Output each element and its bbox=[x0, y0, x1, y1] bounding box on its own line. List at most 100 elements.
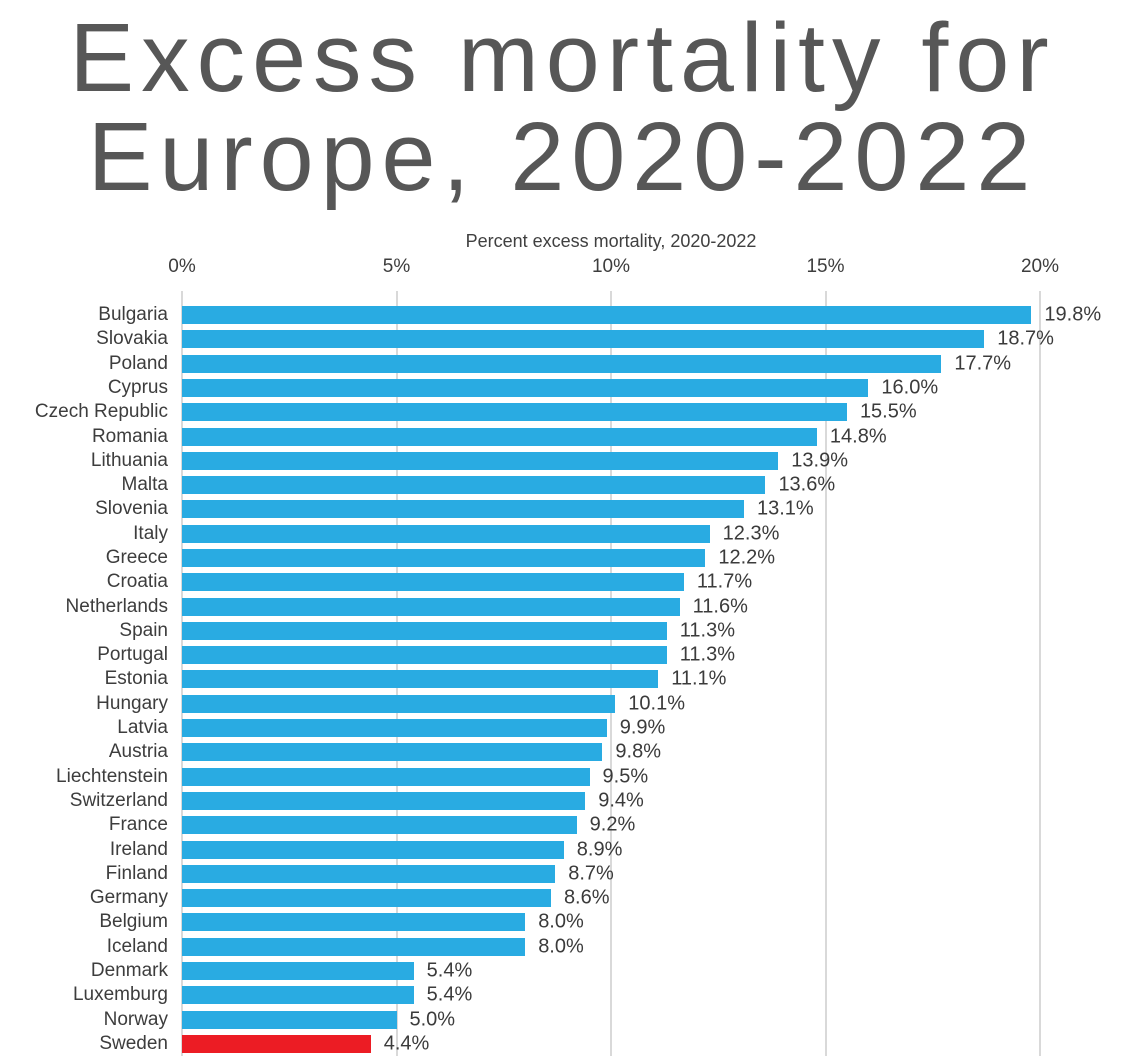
bar bbox=[182, 840, 564, 859]
bar-row: Poland 17.7% bbox=[0, 352, 1125, 376]
category-label: Germany bbox=[89, 887, 168, 909]
category-label: Lithuania bbox=[90, 449, 168, 471]
value-label: 11.1% bbox=[671, 667, 727, 690]
gridline-15% bbox=[824, 291, 827, 1056]
bar bbox=[182, 986, 414, 1005]
value-label: 11.3% bbox=[679, 643, 735, 666]
category-label: Cyprus bbox=[107, 377, 168, 398]
value-label: 11.7% bbox=[696, 570, 753, 593]
bar bbox=[182, 864, 556, 883]
bar bbox=[182, 889, 551, 908]
value-label: 9.4% bbox=[598, 789, 644, 812]
bar-row: Croatia 11.7% bbox=[0, 570, 1125, 594]
bar-row: Sweden 4.4% bbox=[0, 1032, 1125, 1056]
category-label: Hungary bbox=[96, 692, 168, 714]
bar-row: Malta 13.6% bbox=[0, 473, 1125, 497]
category-label: Latvia bbox=[117, 717, 168, 739]
bar-row: Ireland 8.9% bbox=[0, 837, 1125, 861]
bar-row: Denmark 5.4% bbox=[0, 959, 1125, 983]
value-label: 8.9% bbox=[576, 838, 623, 861]
value-label: 8.6% bbox=[563, 886, 610, 909]
value-label: 19.8% bbox=[1044, 303, 1102, 326]
category-label: Spain bbox=[119, 619, 168, 641]
bar-row: Germany 8.6% bbox=[0, 886, 1125, 910]
category-label: Sweden bbox=[99, 1032, 168, 1054]
bar-row: Estonia 11.1% bbox=[0, 667, 1125, 691]
bar-row: Luxemburg 5.4% bbox=[0, 983, 1125, 1007]
bar bbox=[182, 549, 706, 568]
value-label: 14.8% bbox=[829, 425, 887, 448]
category-label: Czech Republic bbox=[34, 401, 168, 423]
x-tick-label: 0% bbox=[168, 256, 196, 277]
bar-row: Portugal 11.3% bbox=[0, 643, 1125, 667]
value-label: 9.9% bbox=[619, 716, 666, 739]
category-label: Denmark bbox=[90, 959, 168, 981]
category-label: Iceland bbox=[106, 935, 168, 957]
bar-row: Greece 12.2% bbox=[0, 546, 1125, 570]
value-label: 5.0% bbox=[409, 1008, 456, 1031]
bar-row: Hungary 10.1% bbox=[0, 692, 1125, 716]
value-label: 5.4% bbox=[426, 959, 473, 982]
bar-row: Switzerland 9.4% bbox=[0, 789, 1125, 813]
bar-row: Czech Republic 15.5% bbox=[0, 400, 1125, 424]
x-tick-label: 5% bbox=[382, 256, 411, 277]
bar bbox=[182, 816, 577, 835]
bar bbox=[182, 1010, 397, 1029]
bar bbox=[182, 767, 590, 786]
bar-row: France 9.2% bbox=[0, 813, 1125, 837]
bar-row: Bulgaria 19.8% bbox=[0, 303, 1125, 327]
category-label: Estonia bbox=[104, 668, 168, 690]
value-label: 11.6% bbox=[692, 595, 748, 618]
category-label: Ireland bbox=[109, 838, 168, 860]
category-label: Romania bbox=[91, 425, 168, 447]
bar-row: Finland 8.7% bbox=[0, 862, 1125, 886]
bar-row: Spain 11.3% bbox=[0, 619, 1125, 643]
bar bbox=[182, 646, 667, 665]
category-label: Liechtenstein bbox=[56, 765, 168, 787]
bar bbox=[182, 621, 667, 640]
value-label: 8.7% bbox=[568, 862, 614, 885]
bar bbox=[182, 403, 847, 422]
bar bbox=[182, 427, 817, 446]
category-label: Croatia bbox=[106, 571, 168, 593]
category-label: Austria bbox=[108, 741, 168, 763]
bar bbox=[182, 791, 586, 810]
category-label: Norway bbox=[103, 1008, 168, 1030]
x-tick-label: 15% bbox=[806, 256, 845, 277]
value-label: 12.3% bbox=[722, 522, 780, 545]
bar-row: Cyprus 16.0% bbox=[0, 376, 1125, 400]
category-label: Slovenia bbox=[95, 498, 168, 520]
value-label: 15.5% bbox=[859, 400, 917, 423]
value-label: 9.8% bbox=[615, 740, 661, 763]
category-label: Slovakia bbox=[96, 328, 168, 350]
category-label: Greece bbox=[105, 547, 168, 569]
bar bbox=[182, 379, 869, 397]
bar bbox=[182, 743, 603, 762]
bar bbox=[182, 500, 744, 519]
bar bbox=[182, 719, 607, 738]
bar-row: Austria 9.8% bbox=[0, 740, 1125, 764]
bar bbox=[182, 694, 616, 713]
value-label: 13.6% bbox=[778, 473, 836, 496]
value-label: 4.4% bbox=[383, 1032, 430, 1055]
value-label: 8.0% bbox=[538, 910, 584, 933]
chart-title-line1: Excess mortality for bbox=[69, 3, 1056, 112]
bar-row: Romania 14.8% bbox=[0, 424, 1125, 448]
x-axis-title: Percent excess mortality, 2020-2022 bbox=[465, 231, 757, 251]
bar-row: Italy 12.3% bbox=[0, 522, 1125, 546]
category-label: Netherlands bbox=[65, 595, 168, 617]
bar bbox=[182, 937, 526, 956]
value-label: 11.3% bbox=[679, 619, 735, 642]
bar bbox=[182, 451, 779, 470]
bar-row: Norway 5.0% bbox=[0, 1007, 1125, 1031]
category-label: Bulgaria bbox=[98, 304, 168, 326]
category-label: Finland bbox=[105, 862, 168, 884]
bar-highlighted bbox=[182, 1034, 371, 1053]
value-label: 16.0% bbox=[881, 376, 939, 399]
category-label: Luxemburg bbox=[72, 984, 168, 1006]
value-label: 10.1% bbox=[628, 692, 685, 715]
value-label: 13.1% bbox=[756, 497, 814, 520]
x-tick-label: 10% bbox=[591, 256, 631, 277]
bar-row: Slovenia 13.1% bbox=[0, 497, 1125, 521]
chart-title: Excess mortality for Europe, 2020-2022 bbox=[0, 8, 1125, 206]
